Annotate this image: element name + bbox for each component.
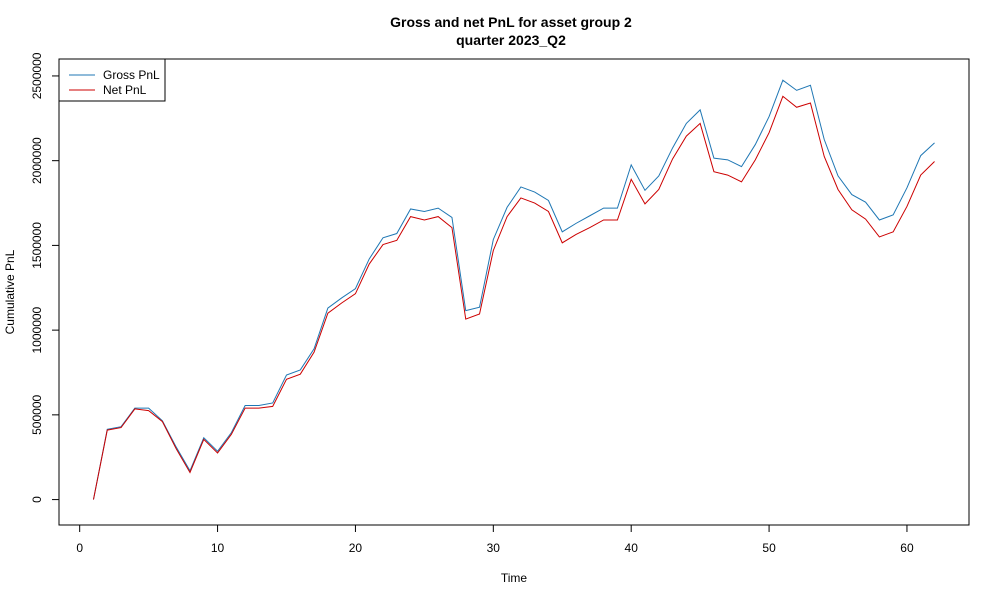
x-tick-label: 60 [900, 541, 914, 555]
chart-title: Gross and net PnL for asset group 2 [390, 14, 632, 30]
y-tick-label: 2500000 [30, 52, 44, 99]
series-line-gross-pnl [92, 79, 935, 500]
x-tick-label: 0 [76, 541, 83, 555]
y-axis-label: Cumulative PnL [3, 249, 17, 334]
y-tick-label: 0 [30, 496, 44, 503]
legend-label-net-pnl: Net PnL [103, 83, 147, 97]
y-tick-label: 1000000 [30, 306, 44, 353]
chart-subtitle: quarter 2023_Q2 [456, 32, 566, 48]
legend-box [58, 58, 166, 102]
x-tick-label: 30 [487, 541, 501, 555]
legend-label-gross-pnl: Gross PnL [103, 68, 160, 82]
y-tick-label: 500000 [30, 395, 44, 435]
x-tick-label: 10 [211, 541, 225, 555]
plot-area-frame [58, 58, 970, 526]
y-axis: 0 500000 1000000 1500000 2000000 2500000 [30, 52, 60, 503]
x-axis: 0 10 20 30 40 50 60 [76, 524, 914, 555]
legend: Gross PnL Net PnL [58, 58, 166, 102]
x-tick-label: 50 [762, 541, 776, 555]
y-tick-label: 1500000 [30, 222, 44, 269]
x-tick-label: 20 [349, 541, 363, 555]
x-axis-label: Time [501, 571, 528, 585]
series-line-net-pnl [92, 95, 935, 500]
x-tick-label: 40 [625, 541, 639, 555]
y-tick-label: 2000000 [30, 137, 44, 184]
series-layer [92, 79, 935, 500]
